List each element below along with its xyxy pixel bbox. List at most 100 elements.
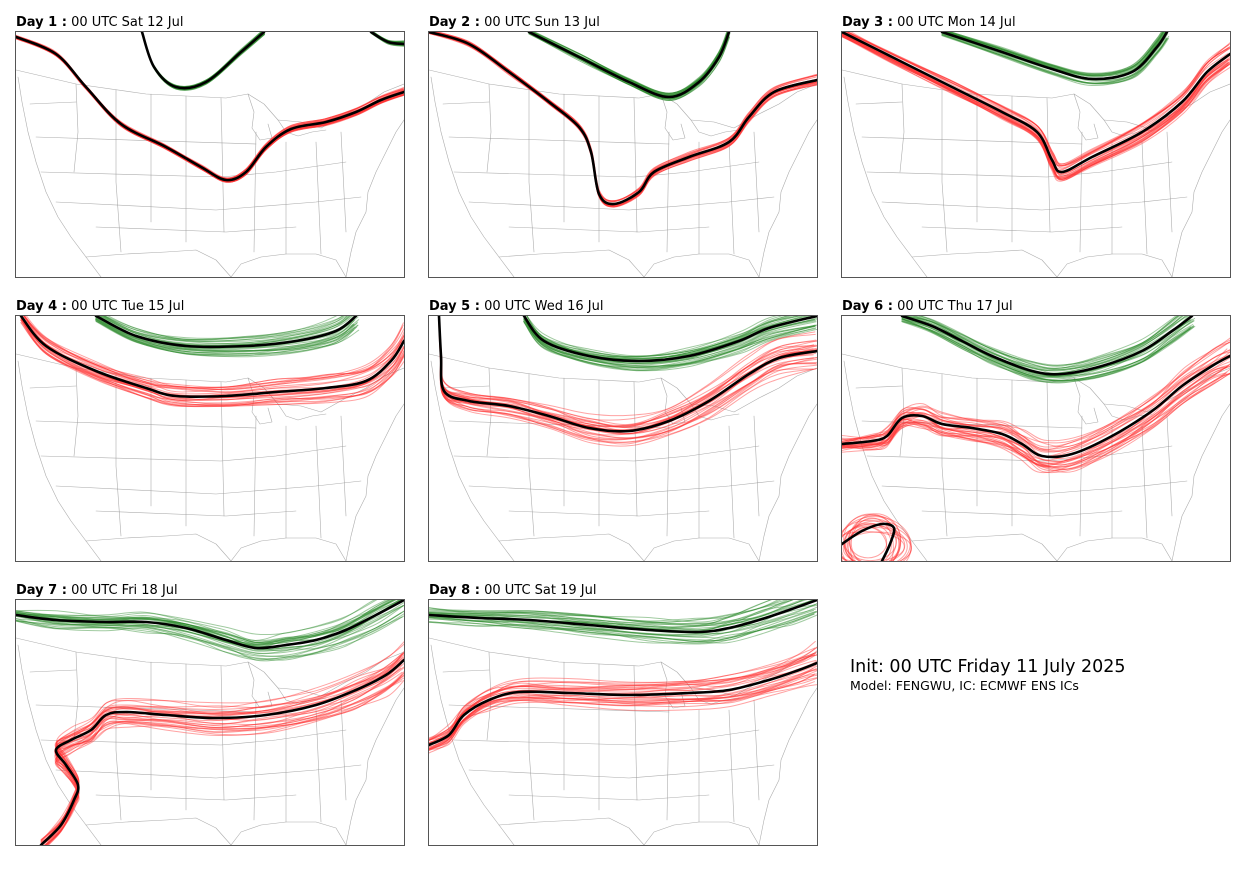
red-ensemble-member-line xyxy=(842,33,1230,179)
red-ensemble-member-line xyxy=(16,37,404,182)
red-ensemble-member-line xyxy=(846,32,1230,169)
red-ensemble-member-line xyxy=(429,654,816,741)
green-ensemble-member-line xyxy=(528,32,729,99)
red-ensemble-member-line xyxy=(438,316,816,421)
red-ensemble-member-line xyxy=(438,318,817,445)
green-ensemble-member-line xyxy=(523,317,817,363)
info-block: Init: 00 UTC Friday 11 July 2025 Model: … xyxy=(850,656,1126,694)
green-ensemble-member-line xyxy=(95,319,358,357)
panel-title: Day 1 : 00 UTC Sat 12 Jul xyxy=(16,15,183,31)
red-ensemble-member-line xyxy=(23,316,404,393)
init-time-label: Init: 00 UTC Friday 11 July 2025 xyxy=(850,657,1126,677)
red-ensemble-member-line xyxy=(429,650,817,742)
panel-title: Day 3 : 00 UTC Mon 14 Jul xyxy=(842,15,1016,31)
red-ensemble-member-line xyxy=(429,646,817,741)
state-border-line xyxy=(1073,377,1099,425)
red-ensemble-member-line xyxy=(438,316,817,428)
state-border-line xyxy=(29,385,77,389)
state-border-line xyxy=(528,89,535,253)
state-border-line xyxy=(340,699,347,801)
green-ensemble-member-line xyxy=(103,316,349,342)
state-border-line xyxy=(508,794,710,801)
red-ensemble-member-line xyxy=(16,35,404,179)
state-border-line xyxy=(508,510,710,517)
cutoff-low-member-contour xyxy=(843,520,911,561)
state-border-line xyxy=(442,385,490,389)
panel-title: Day 4 : 00 UTC Tue 15 Jul xyxy=(16,299,184,315)
state-border-line xyxy=(660,93,686,141)
red-ensemble-member-line xyxy=(20,318,404,408)
green-ensemble-mean-line xyxy=(16,600,404,650)
green-ensemble-member-line xyxy=(429,611,816,643)
state-border-line xyxy=(911,533,1058,561)
red-ensemble-member-line xyxy=(429,653,817,741)
red-ensemble-member-line xyxy=(842,342,1230,451)
red-ensemble-member-line xyxy=(438,321,817,440)
red-ensemble-member-line xyxy=(842,373,1230,471)
red-ensemble-member-line xyxy=(16,36,404,180)
green-ensemble-member-line xyxy=(429,610,814,644)
green-ensemble-member-line xyxy=(526,316,788,358)
red-ensemble-member-line xyxy=(47,673,404,845)
panel-valid-time: 00 UTC Tue 15 Jul xyxy=(71,299,185,314)
green-ensemble-member-line xyxy=(526,316,793,358)
green-ensemble-member-line xyxy=(915,316,1179,369)
green-ensemble-member-line xyxy=(429,603,817,637)
red-ensemble-member-line xyxy=(429,677,817,750)
red-ensemble-member-line xyxy=(44,667,404,845)
red-ensemble-member-line xyxy=(438,318,817,439)
panel-valid-time: 00 UTC Thu 17 Jul xyxy=(897,299,1013,314)
red-ensemble-member-line xyxy=(438,317,817,440)
state-border-line xyxy=(247,93,273,141)
state-border-line xyxy=(881,480,1188,495)
green-ensemble-member-line xyxy=(429,600,790,625)
state-border-line xyxy=(73,367,79,457)
state-border-line xyxy=(758,403,817,561)
state-border-line xyxy=(728,709,735,823)
red-ensemble-member-line xyxy=(16,35,404,179)
green-ensemble-member-line xyxy=(901,316,1186,371)
red-ensemble-member-line xyxy=(842,366,1230,466)
green-ensemble-member-line xyxy=(429,600,779,624)
green-ensemble-member-line xyxy=(901,318,1191,384)
green-ensemble-member-line xyxy=(429,600,805,631)
red-ensemble-member-line xyxy=(438,316,816,417)
green-ensemble-member-line xyxy=(949,32,1165,75)
state-border-line xyxy=(220,97,225,233)
panel-day-label: Day 1 : xyxy=(16,15,67,30)
green-ensemble-member-line xyxy=(912,316,1180,366)
green-ensemble-mean-line xyxy=(527,32,731,99)
panel-map xyxy=(15,599,405,846)
state-border-line xyxy=(1079,415,1083,537)
green-ensemble-member-line xyxy=(141,32,266,90)
red-ensemble-member-line xyxy=(429,677,817,750)
green-ensemble-member-line xyxy=(946,32,1166,77)
map-canvas xyxy=(429,600,817,845)
red-ensemble-member-line xyxy=(843,32,1230,167)
red-ensemble-member-line xyxy=(20,319,404,407)
red-ensemble-member-line xyxy=(847,32,1230,167)
green-ensemble-member-line xyxy=(16,600,391,644)
red-ensemble-member-line xyxy=(20,322,402,406)
green-ensemble-mean-line xyxy=(94,316,358,349)
green-ensemble-member-line xyxy=(941,33,1167,87)
green-ensemble-member-line xyxy=(429,613,815,642)
state-border-line xyxy=(17,76,102,277)
state-border-line xyxy=(486,83,492,173)
panel-map xyxy=(428,31,818,278)
state-border-line xyxy=(35,136,257,145)
green-ensemble-member-line xyxy=(901,318,1195,382)
red-ensemble-mean-line xyxy=(429,32,817,206)
red-ensemble-member-line xyxy=(46,674,404,845)
state-border-line xyxy=(448,136,670,145)
state-border-line xyxy=(861,136,1083,145)
red-ensemble-member-line xyxy=(16,38,404,183)
map-canvas xyxy=(429,32,817,277)
state-border-line xyxy=(758,119,817,277)
green-ensemble-member-line xyxy=(429,611,817,642)
green-ensemble-member-line xyxy=(523,319,817,372)
green-ensemble-member-line xyxy=(429,600,788,626)
red-ensemble-member-line xyxy=(429,660,817,745)
green-ensemble-member-line xyxy=(941,33,1169,85)
green-ensemble-member-line xyxy=(16,600,403,648)
